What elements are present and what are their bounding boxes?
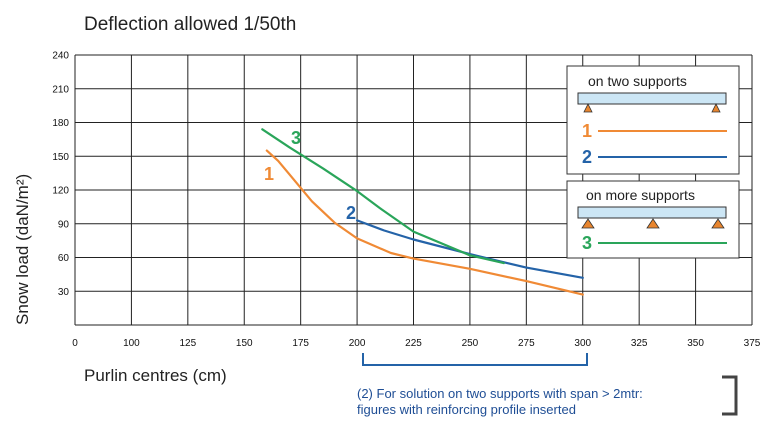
x-tick-label: 250 — [462, 338, 479, 349]
y-tick-label: 30 — [58, 287, 70, 298]
curve-label-1: 1 — [264, 164, 274, 184]
legend-label-2: 2 — [582, 147, 592, 167]
y-tick-label: 90 — [58, 219, 70, 230]
support-left-icon — [583, 103, 593, 113]
series-line-2 — [356, 219, 584, 279]
y-tick-label: 180 — [52, 118, 69, 129]
x-tick-label: 325 — [631, 338, 648, 349]
legend-more-supports: on more supports 3 — [566, 180, 740, 259]
x-tick-label: 100 — [123, 338, 140, 349]
series-line-1 — [265, 149, 584, 296]
x-tick-label: 125 — [179, 338, 196, 349]
y-tick-labels: 240 210 180 150 120 90 60 30 — [52, 51, 69, 298]
note-line-2: figures with reinforcing profile inserte… — [357, 402, 576, 417]
legend-two-supports: on two supports 1 2 — [566, 65, 740, 175]
support-right-icon — [711, 218, 725, 229]
curve-label-2: 2 — [346, 203, 356, 223]
note-line-1: (2) For solution on two supports with sp… — [357, 386, 643, 401]
x-tick-label: 350 — [687, 338, 704, 349]
y-tick-label: 240 — [52, 51, 69, 62]
beam-more-supports — [577, 206, 727, 219]
x-tick-label: 150 — [236, 338, 253, 349]
y-tick-label: 150 — [52, 152, 69, 163]
legend-two-supports-title: on two supports — [588, 73, 687, 89]
x-axis-label: Purlin centres (cm) — [84, 366, 227, 385]
x-tick-label: 200 — [349, 338, 366, 349]
y-axis-label: Snow load (daN/m²) — [13, 174, 32, 325]
legend-more-supports-title: on more supports — [586, 187, 695, 203]
support-left-icon — [581, 218, 595, 229]
x-tick-label: 300 — [574, 338, 591, 349]
x-tick-label: 225 — [405, 338, 422, 349]
x-tick-label: 275 — [518, 338, 535, 349]
beam-two-supports — [577, 92, 727, 105]
curve-label-3: 3 — [291, 128, 301, 148]
legend-label-1: 1 — [582, 121, 592, 141]
series-lines — [261, 128, 584, 296]
x-tick-label: 0 — [72, 338, 78, 349]
y-tick-label: 210 — [52, 84, 69, 95]
range-bracket — [362, 353, 588, 366]
x-tick-label: 175 — [292, 338, 309, 349]
y-tick-label: 60 — [58, 253, 70, 264]
corner-bracket — [722, 375, 738, 416]
x-tick-label: 375 — [744, 338, 760, 349]
y-tick-label: 120 — [52, 186, 69, 197]
series-line-3 — [261, 128, 505, 265]
chart-title: Deflection allowed 1/50th — [84, 14, 296, 35]
support-right-icon — [711, 103, 721, 113]
support-middle-icon — [646, 218, 660, 229]
x-tick-labels: 0 100 125 150 175 200 225 250 275 300 325 350 375 — [72, 338, 760, 349]
legend-label-3: 3 — [582, 233, 592, 253]
